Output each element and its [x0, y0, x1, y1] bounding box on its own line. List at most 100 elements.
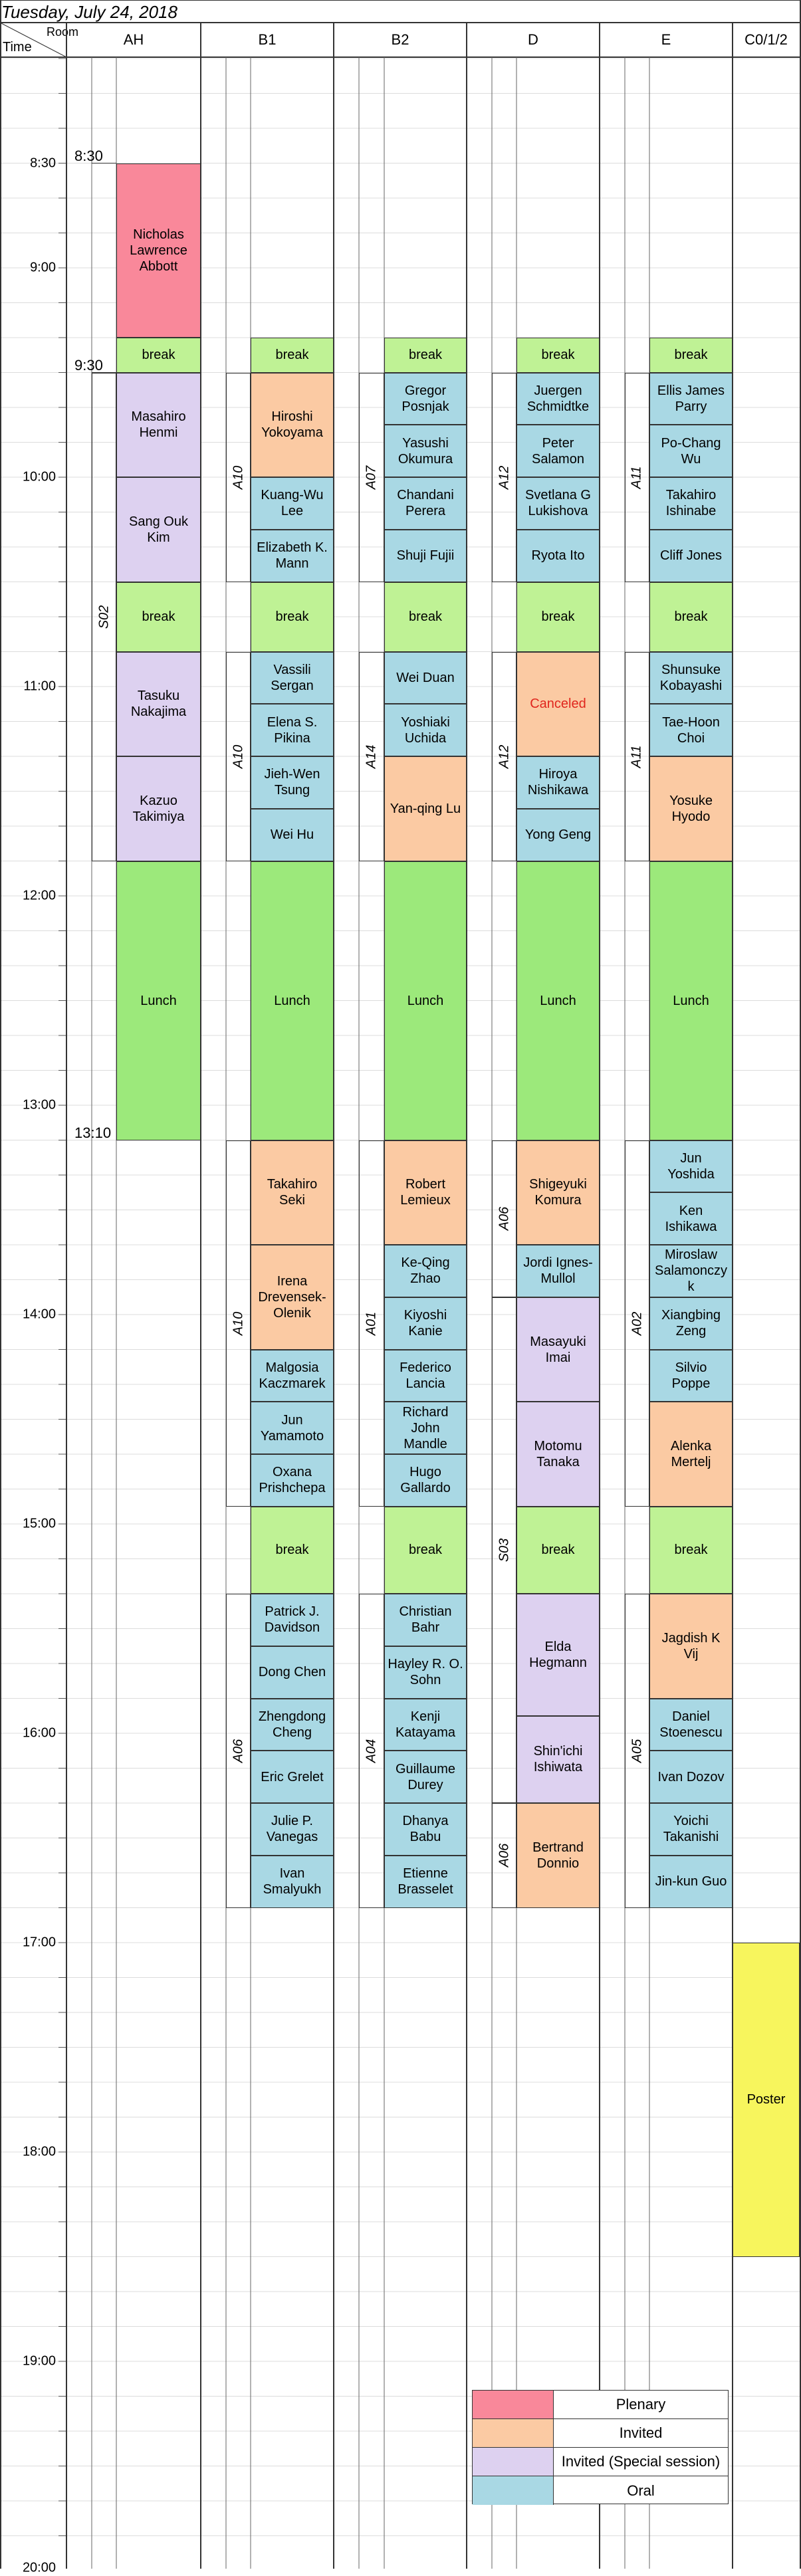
talk-block[interactable]: Ivan Dozov — [649, 1751, 733, 1803]
talk-text-line: Gallardo — [400, 1481, 451, 1496]
session-code-label: A04 — [364, 1739, 379, 1763]
time-label: 14:00 — [22, 1307, 56, 1322]
talk-block[interactable]: Kazuo Takimiya — [116, 756, 201, 861]
talk-block[interactable]: Takahiro Seki — [251, 1140, 334, 1245]
talk-block[interactable]: Elizabeth K. Mann — [251, 529, 334, 582]
talk-block[interactable]: Sang Ouk Kim — [116, 477, 201, 582]
talk-block[interactable]: Yong Geng — [516, 808, 600, 861]
talk-block[interactable]: Yoichi Takanishi — [649, 1803, 733, 1856]
talk-block[interactable]: Zhengdong Cheng — [251, 1698, 334, 1751]
talk-block[interactable]: Elena S. Pikina — [251, 704, 334, 756]
time-label: 8:30 — [30, 156, 56, 170]
talk-block[interactable]: Jordi Ignes- Mullol — [516, 1245, 600, 1297]
talk-block[interactable]: Kiyoshi Kanie — [384, 1297, 467, 1350]
talk-text-line: Tsung — [274, 783, 310, 798]
talk-block[interactable]: Takahiro Ishinabe — [649, 477, 733, 530]
talk-block[interactable]: Bertrand Donnio — [516, 1803, 600, 1908]
talk-block[interactable]: Jun Yamamoto — [251, 1402, 334, 1454]
talk-block[interactable]: Juergen Schmidtke — [516, 372, 600, 425]
talk-block[interactable]: Ellis James Parry — [649, 372, 733, 425]
talk-block[interactable]: Cliff Jones — [649, 529, 733, 582]
talk-block[interactable]: Patrick J. Davidson — [251, 1594, 334, 1646]
talk-block[interactable]: Po-Chang Wu — [649, 425, 733, 477]
talk-block[interactable]: Christian Bahr — [384, 1594, 467, 1646]
talk-block[interactable]: Shunsuke Kobayashi — [649, 651, 733, 704]
talk-block[interactable]: Hiroshi Yokoyama — [251, 372, 334, 477]
talk-text-line: Nishikawa — [527, 783, 589, 798]
talk-block[interactable]: Etienne Brasselet — [384, 1855, 467, 1908]
talk-text-line: Katayama — [395, 1725, 456, 1740]
talk-block[interactable]: Dong Chen — [251, 1646, 334, 1699]
talk-text-line: Lemieux — [400, 1193, 451, 1208]
talk-block[interactable]: Hayley R. O. Sohn — [384, 1646, 467, 1699]
talk-text-line: Prishchepa — [259, 1481, 326, 1496]
talk-block[interactable]: Yosuke Hyodo — [649, 756, 733, 861]
talk-block[interactable]: Richard John Mandle — [384, 1402, 467, 1454]
talk-block[interactable]: Motomu Tanaka — [516, 1402, 600, 1507]
talk-block[interactable]: Peter Salamon — [516, 425, 600, 477]
talk-block[interactable]: Alenka Mertelj — [649, 1402, 733, 1507]
talk-block[interactable]: Jun Yoshida — [649, 1140, 733, 1193]
talk-block[interactable]: Eric Grelet — [251, 1751, 334, 1803]
talk-block[interactable]: Miroslaw Salamonczy k — [649, 1245, 733, 1297]
talk-text-line: Patrick J. — [265, 1604, 320, 1620]
session-code-d-c: A06 — [492, 1140, 516, 1297]
talk-block[interactable]: Irena Drevensek- Olenik — [251, 1245, 334, 1350]
talk-block[interactable]: Yan-qing Lu — [384, 756, 467, 861]
talk-text-line: Mandle — [403, 1436, 447, 1451]
talk-block[interactable]: Svetlana G Lukishova — [516, 477, 600, 530]
talk-block[interactable]: Jagdish K Vij — [649, 1594, 733, 1699]
talk-block[interactable]: Shin'ichi Ishiwata — [516, 1715, 600, 1803]
talk-text-line: Juergen — [534, 383, 582, 398]
talk-block[interactable]: Silvio Poppe — [649, 1349, 733, 1402]
talk-block[interactable]: Canceled — [516, 651, 600, 756]
talk-block[interactable]: Julie P. Vanegas — [251, 1803, 334, 1856]
break-block: break — [516, 1506, 600, 1594]
talk-block[interactable]: Kuang-Wu Lee — [251, 477, 334, 530]
talk-block[interactable]: Ken Ishikawa — [649, 1192, 733, 1245]
session-code-b2-c: A01 — [359, 1140, 384, 1507]
session-code-label: S03 — [497, 1538, 511, 1562]
talk-text-line: Babu — [409, 1830, 441, 1845]
talk-block[interactable]: Tae-Hoon Choi — [649, 704, 733, 756]
talk-block[interactable]: Wei Duan — [384, 651, 467, 704]
talk-block[interactable]: Chandani Perera — [384, 477, 467, 530]
talk-block[interactable]: Ryota Ito — [516, 529, 600, 582]
talk-block[interactable]: Kenji Katayama — [384, 1698, 467, 1751]
talk-block[interactable]: Hugo Gallardo — [384, 1454, 467, 1507]
talk-block[interactable]: Dhanya Babu — [384, 1803, 467, 1856]
time-label: 16:00 — [22, 1725, 56, 1741]
talk-block[interactable]: Gregor Posnjak — [384, 372, 467, 425]
talk-text-line: Yokoyama — [261, 425, 323, 441]
talk-block[interactable]: Federico Lancia — [384, 1349, 467, 1402]
talk-block[interactable]: Shuji Fujii — [384, 529, 467, 582]
talk-block[interactable]: Oxana Prishchepa — [251, 1454, 334, 1507]
talk-block[interactable]: Daniel Stoenescu — [649, 1698, 733, 1751]
session-code-b1-b: A10 — [226, 651, 251, 861]
talk-block[interactable]: Yasushi Okumura — [384, 425, 467, 477]
talk-block[interactable]: Jin-kun Guo — [649, 1855, 733, 1908]
talk-block[interactable]: Hiroya Nishikawa — [516, 756, 600, 809]
talk-block[interactable]: Vassili Sergan — [251, 651, 334, 704]
talk-block[interactable]: Nicholas Lawrence Abbott — [116, 163, 201, 338]
talk-block[interactable]: Masayuki Imai — [516, 1297, 600, 1402]
talk-block[interactable]: Shigeyuki Komura — [516, 1140, 600, 1245]
talk-block[interactable]: Elda Hegmann — [516, 1594, 600, 1716]
talk-block[interactable]: Wei Hu — [251, 808, 334, 861]
talk-block[interactable]: Robert Lemieux — [384, 1140, 467, 1245]
break-block: break — [384, 582, 467, 652]
talk-block[interactable]: Guillaume Durey — [384, 1751, 467, 1803]
talk-block[interactable]: Xiangbing Zeng — [649, 1297, 733, 1350]
talk-block[interactable]: Ivan Smalyukh — [251, 1855, 334, 1908]
talk-block[interactable]: Ke-Qing Zhao — [384, 1245, 467, 1297]
talk-block[interactable]: Tasuku Nakajima — [116, 651, 201, 756]
talk-text-line: Oxana — [273, 1465, 312, 1480]
ah-time-mark: 8:30 — [74, 147, 103, 164]
talk-block[interactable]: Masahiro Henmi — [116, 372, 201, 477]
talk-block[interactable]: Yoshiaki Uchida — [384, 704, 467, 756]
talk-block[interactable]: Jieh-Wen Tsung — [251, 756, 334, 809]
talk-text-line: Jagdish K — [661, 1630, 721, 1646]
legend-row-plenary: Plenary — [473, 2391, 728, 2419]
talk-block[interactable]: Malgosia Kaczmarek — [251, 1349, 334, 1402]
session-code-b2-d: A04 — [359, 1594, 384, 1908]
